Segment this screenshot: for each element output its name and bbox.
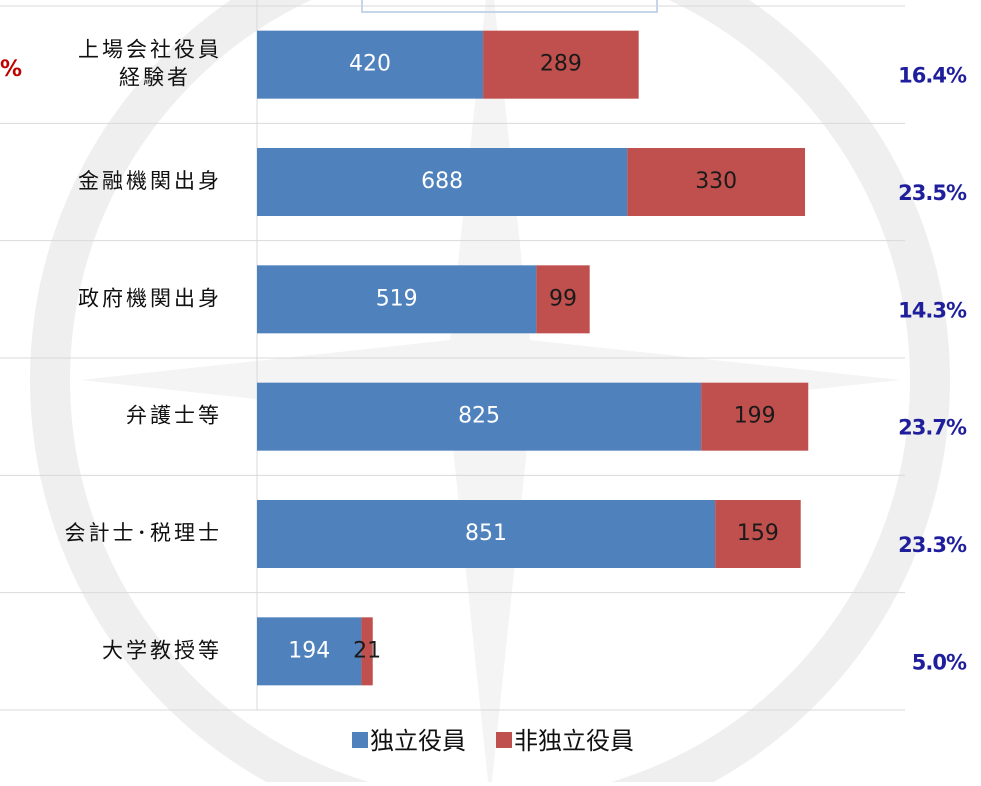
legend-label: 独立役員 bbox=[370, 727, 466, 755]
data-label: 21 bbox=[353, 638, 381, 663]
annotation: 23.7% bbox=[898, 416, 967, 440]
annotation: 16.4% bbox=[898, 64, 967, 88]
legend-label: 非独立役員 bbox=[514, 727, 634, 755]
y-tick-label: 金融機関出身 bbox=[78, 169, 222, 193]
y-tick-label: 大学教授等 bbox=[102, 638, 222, 662]
chart: % 上場会社役員経験者42028916.4%金融機関出身68833023.5%政… bbox=[0, 0, 981, 782]
data-label: 519 bbox=[376, 286, 418, 311]
annotation: 23.5% bbox=[898, 181, 967, 205]
data-label: 194 bbox=[288, 638, 330, 663]
annotation: 14.3% bbox=[898, 298, 967, 322]
legend-swatch bbox=[496, 732, 512, 748]
data-label: 289 bbox=[540, 52, 582, 77]
y-tick-label: 弁護士等 bbox=[126, 404, 222, 428]
data-label: 330 bbox=[695, 169, 737, 194]
data-label: 825 bbox=[458, 404, 500, 429]
data-label: 688 bbox=[421, 169, 463, 194]
data-label: 199 bbox=[734, 404, 776, 429]
data-label: 159 bbox=[737, 521, 779, 546]
annotation: 23.3% bbox=[898, 533, 967, 557]
legend-swatch bbox=[352, 732, 368, 748]
left-note: % bbox=[0, 57, 22, 82]
annotation: 5.0% bbox=[912, 650, 967, 674]
data-label: 99 bbox=[549, 286, 577, 311]
data-label: 851 bbox=[465, 521, 507, 546]
y-tick-label: 政府機関出身 bbox=[78, 286, 222, 310]
data-label: 420 bbox=[349, 52, 391, 77]
y-tick-label: 会計士･税理士 bbox=[65, 521, 223, 545]
